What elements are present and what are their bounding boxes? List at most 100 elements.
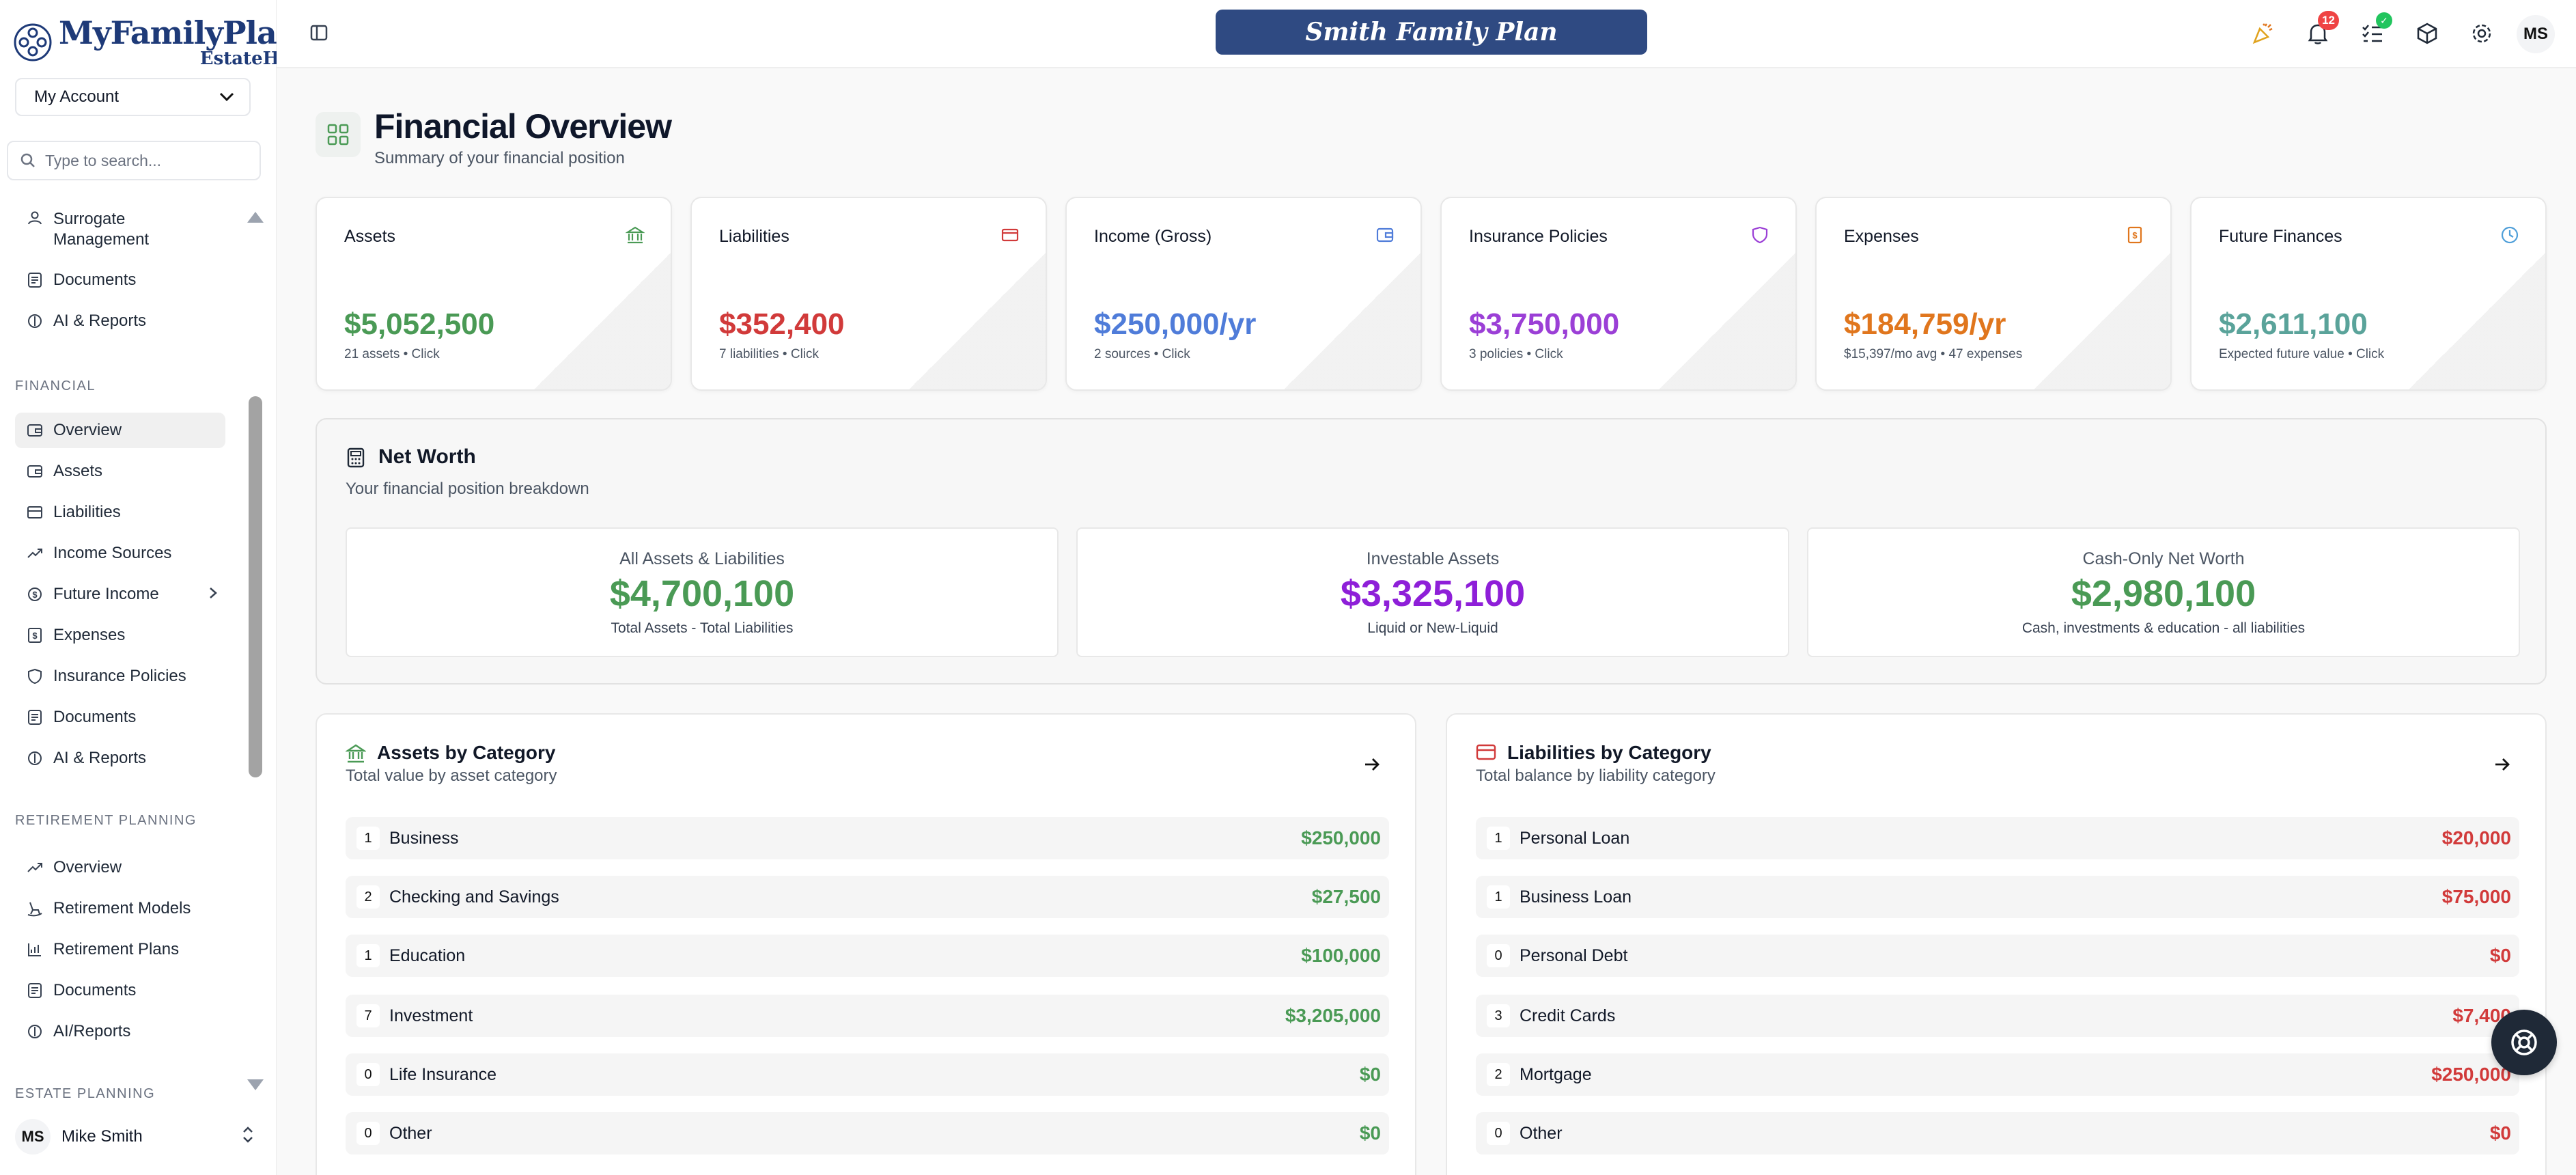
- sidebar-item-insurance-policies[interactable]: Insurance Policies: [15, 659, 225, 694]
- gear-icon[interactable]: [2465, 16, 2499, 51]
- arrow-right-icon[interactable]: [2493, 756, 2511, 777]
- category-name: Education: [389, 946, 466, 965]
- document-icon: [26, 708, 44, 726]
- sidebar-item-assets[interactable]: Assets: [15, 454, 225, 489]
- table-row[interactable]: 2 Checking and Savings $27,500: [346, 876, 1389, 918]
- sidebar-item-label: AI & Reports: [53, 312, 147, 330]
- net-worth-note: Cash, investments & education - all liab…: [2021, 620, 2306, 636]
- sidebar-item-ai-reports-financial[interactable]: AI & Reports: [15, 741, 225, 776]
- category-count: 0: [1487, 944, 1510, 967]
- category-amount: $3,205,000: [1285, 1005, 1381, 1026]
- avatar[interactable]: MS: [2517, 15, 2555, 53]
- sidebar-item-overview[interactable]: Overview: [15, 413, 225, 448]
- sidebar-search[interactable]: [7, 141, 261, 180]
- sidebar-toggle-icon[interactable]: [309, 23, 330, 44]
- table-row[interactable]: 1 Business Loan $75,000: [1476, 876, 2519, 918]
- sidebar-item-surrogate-management[interactable]: Surrogate Management: [15, 206, 225, 251]
- table-row[interactable]: 1 Education $100,000: [346, 935, 1389, 977]
- sidebar-item-documents-financial[interactable]: Documents: [15, 700, 225, 735]
- sidebar-item-future-income[interactable]: $ Future Income: [15, 577, 225, 612]
- arrow-right-icon[interactable]: [1363, 756, 1381, 777]
- dashboard-icon: [316, 112, 361, 157]
- net-worth-investable[interactable]: Investable Assets $3,325,100 Liquid or N…: [1076, 527, 1789, 657]
- search-input[interactable]: [45, 151, 243, 170]
- sidebar-scrollbar-thumb[interactable]: [249, 396, 262, 777]
- sidebar-item-liabilities[interactable]: Liabilities: [15, 495, 225, 530]
- stat-label: Assets: [344, 227, 396, 246]
- stat-value: $250,000/yr: [1094, 307, 1257, 341]
- sidebar-item-expenses[interactable]: $ Expenses: [15, 618, 225, 653]
- package-icon[interactable]: [2410, 16, 2444, 51]
- account-select[interactable]: My Account: [15, 78, 251, 116]
- table-row[interactable]: 7 Investment $3,205,000: [346, 995, 1389, 1037]
- net-worth-cash-only[interactable]: Cash-Only Net Worth $2,980,100 Cash, inv…: [1807, 527, 2520, 657]
- net-worth-subtitle: Your financial position breakdown: [346, 480, 589, 498]
- sidebar-item-label: Future Income: [53, 585, 159, 603]
- search-icon: [20, 153, 35, 167]
- sidebar-item-documents[interactable]: Documents: [15, 262, 225, 298]
- category-amount: $27,500: [1311, 886, 1381, 907]
- sidebar-item-label: Retirement Plans: [53, 940, 180, 958]
- category-amount: $20,000: [2441, 827, 2511, 848]
- section-retirement-planning: RETIREMENT PLANNING: [15, 813, 197, 828]
- receipt-icon: $: [2125, 225, 2144, 245]
- net-worth-value: $2,980,100: [2071, 573, 2256, 614]
- trend-icon: [26, 544, 44, 562]
- stat-label: Insurance Policies: [1469, 227, 1608, 246]
- net-worth-value: $4,700,100: [609, 573, 795, 614]
- stat-label: Income (Gross): [1094, 227, 1212, 246]
- brand-logo[interactable]: MyFamilyPlan™ EstateHub: [12, 15, 308, 70]
- stat-note: 3 policies • Click: [1469, 347, 1563, 361]
- sidebar-item-retirement-models[interactable]: Retirement Models: [15, 891, 225, 926]
- table-row[interactable]: 1 Personal Loan $20,000: [1476, 817, 2519, 859]
- table-row[interactable]: 1 Business $250,000: [346, 817, 1389, 859]
- category-name: Life Insurance: [389, 1065, 497, 1084]
- table-row[interactable]: 3 Credit Cards $7,400: [1476, 995, 2519, 1037]
- page-subtitle: Summary of your financial position: [374, 149, 625, 167]
- net-worth-all[interactable]: All Assets & Liabilities $4,700,100 Tota…: [346, 527, 1059, 657]
- table-row[interactable]: 0 Life Insurance $0: [346, 1053, 1389, 1096]
- stat-card-income[interactable]: Income (Gross) $250,000/yr 2 sources • C…: [1065, 197, 1422, 391]
- plan-title[interactable]: Smith Family Plan: [1216, 10, 1647, 55]
- stat-note: 21 assets • Click: [344, 347, 440, 361]
- sidebar-item-retirement-plans[interactable]: Retirement Plans: [15, 932, 225, 967]
- net-worth-panel: Net Worth Your financial position breakd…: [316, 418, 2547, 685]
- stat-value: $2,611,100: [2219, 307, 2368, 341]
- user-menu[interactable]: MS Mike Smith: [15, 1116, 254, 1157]
- stat-card-insurance[interactable]: Insurance Policies $3,750,000 3 policies…: [1440, 197, 1797, 391]
- stat-card-future-finances[interactable]: Future Finances $2,611,100 Expected futu…: [2190, 197, 2547, 391]
- net-worth-value: $3,325,100: [1340, 573, 1526, 614]
- clock-icon: [2500, 225, 2519, 245]
- party-popper-icon[interactable]: [2246, 16, 2280, 51]
- user-name: Mike Smith: [61, 1127, 143, 1146]
- stat-card-liabilities[interactable]: Liabilities $352,400 7 liabilities • Cli…: [690, 197, 1047, 391]
- table-row[interactable]: 0 Personal Debt $0: [1476, 935, 2519, 977]
- account-select-value: My Account: [34, 87, 120, 106]
- help-button[interactable]: [2491, 1010, 2557, 1075]
- sidebar-item-income-sources[interactable]: Income Sources: [15, 536, 225, 571]
- bell-icon[interactable]: 12: [2301, 11, 2339, 51]
- liabilities-by-category-card: Liabilities by Category Total balance by…: [1446, 713, 2547, 1175]
- scroll-down-arrow-icon[interactable]: [247, 1079, 264, 1090]
- sidebar-item-label: AI & Reports: [53, 749, 147, 767]
- stat-value: $3,750,000: [1469, 307, 1620, 341]
- category-count: 0: [356, 1063, 380, 1086]
- stat-card-assets[interactable]: Assets $5,052,500 21 assets • Click: [316, 197, 672, 391]
- sidebar-item-retirement-overview[interactable]: Overview: [15, 850, 225, 885]
- category-amount: $0: [2489, 945, 2511, 966]
- sidebar-item-ai-reports[interactable]: AI & Reports: [15, 303, 225, 339]
- table-row[interactable]: 0 Other $0: [346, 1112, 1389, 1155]
- user-icon: [26, 209, 44, 227]
- table-row[interactable]: 0 Other $0: [1476, 1112, 2519, 1155]
- category-count: 2: [1487, 1063, 1510, 1086]
- wallet-icon: [1375, 225, 1395, 245]
- table-row[interactable]: 2 Mortgage $250,000: [1476, 1053, 2519, 1096]
- stat-card-expenses[interactable]: Expenses $ $184,759/yr $15,397/mo avg • …: [1815, 197, 2172, 391]
- category-amount: $75,000: [2441, 886, 2511, 907]
- category-amount: $250,000: [2431, 1064, 2511, 1085]
- scroll-up-arrow-icon[interactable]: [247, 212, 264, 223]
- check-badge-icon: ✓: [2376, 12, 2392, 29]
- sidebar-item-retirement-ai-reports[interactable]: AI/Reports: [15, 1014, 225, 1049]
- task-list-icon[interactable]: ✓: [2355, 12, 2392, 51]
- sidebar-item-retirement-documents[interactable]: Documents: [15, 973, 225, 1008]
